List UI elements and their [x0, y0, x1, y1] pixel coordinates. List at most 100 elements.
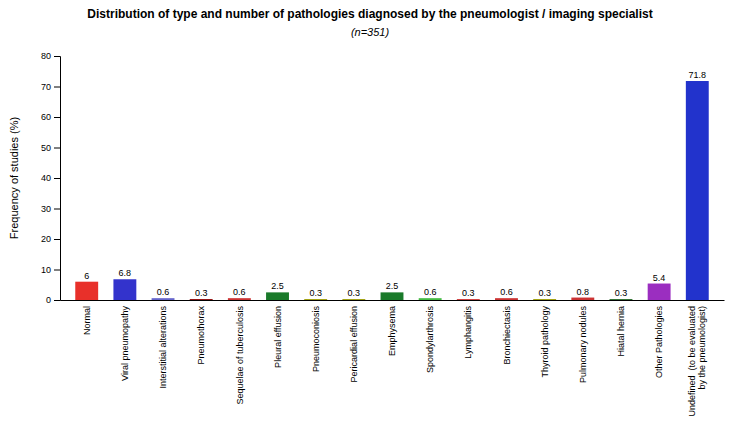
x-tick: Interstitial alterations [158, 306, 168, 389]
y-axis-title: Frequency of studies (%) [8, 117, 20, 239]
data-labels: 66.80.60.30.62.50.30.32.50.60.30.60.30.8… [84, 70, 706, 298]
chart-container: Distribution of type and number of patho… [0, 0, 740, 429]
plot-area: 01020304050607080NormalViral pneumopathy… [8, 51, 725, 416]
x-tick: Normal [82, 306, 92, 335]
data-label: 6.8 [119, 268, 132, 278]
x-tick-label-line: by the pneumologist) [697, 306, 707, 390]
data-label: 2.5 [271, 281, 284, 291]
data-label: 0.3 [195, 288, 208, 298]
y-tick-label: 30 [41, 204, 51, 214]
x-tick-label: Spondylarthrosis [425, 306, 435, 374]
data-label: 2.5 [386, 281, 399, 291]
x-tick-label-line: Bronchiectasis [502, 306, 512, 365]
x-tick-label: Lymphangitis [463, 306, 473, 359]
y-tick-label: 40 [41, 173, 51, 183]
data-label: 0.6 [500, 287, 513, 297]
x-tick: Pneumoconiosis [311, 306, 321, 373]
y-tick-label: 20 [41, 234, 51, 244]
y-tick: 10 [41, 265, 60, 275]
y-tick: 30 [41, 204, 60, 214]
x-tick-label-line: Sequelae of tuberculosis [235, 306, 245, 405]
chart-subtitle: (n=351) [351, 26, 390, 38]
bar [571, 298, 594, 300]
data-label: 6 [84, 271, 89, 281]
bar [342, 299, 365, 300]
bar [381, 292, 404, 300]
x-tick: Undefined (to be evaluatedby the pneumol… [687, 306, 707, 417]
x-tick-label: Pneumothorax [196, 306, 206, 365]
x-tick-label-line: Thyroid pathology [540, 306, 550, 378]
x-tick-label-line: Hiatal hernia [616, 306, 626, 357]
x-tick-label-line: Viral pneumopathy [120, 306, 130, 381]
x-tick-label: Pericardial effusion [349, 306, 359, 382]
data-label: 5.4 [653, 273, 666, 283]
x-tick: Other Pathologies [654, 306, 664, 379]
y-tick-mark [54, 148, 60, 149]
x-tick: Thyroid pathology [540, 306, 550, 378]
chart-svg: Distribution of type and number of patho… [0, 0, 740, 429]
y-tick-mark [54, 178, 60, 179]
x-tick-label-line: Pneumoconiosis [311, 306, 321, 373]
x-axis-line [61, 300, 725, 301]
x-tick-label: Pulmonary nodules [578, 306, 588, 384]
data-label: 71.8 [689, 70, 707, 80]
bar [152, 298, 175, 300]
data-label: 0.3 [462, 288, 475, 298]
y-tick-label: 80 [41, 51, 51, 61]
bar [266, 292, 289, 300]
y-tick-mark [54, 239, 60, 240]
x-tick: Spondylarthrosis [425, 306, 435, 374]
y-tick-mark [54, 56, 60, 57]
y-tick-mark [54, 87, 60, 88]
y-tick: 20 [41, 234, 60, 244]
chart-title: Distribution of type and number of patho… [87, 7, 652, 21]
y-tick-label: 70 [41, 82, 51, 92]
data-label: 0.8 [577, 287, 590, 297]
y-tick: 80 [41, 51, 60, 61]
y-tick: 40 [41, 173, 60, 183]
x-tick: Lymphangitis [463, 306, 473, 359]
x-tick: Sequelae of tuberculosis [235, 306, 245, 405]
x-tick-label-line: Lymphangitis [463, 306, 473, 359]
x-tick-label-line: Other Pathologies [654, 306, 664, 379]
x-tick-label-line: Pleural effusion [273, 306, 283, 368]
x-tick-label: Interstitial alterations [158, 306, 168, 389]
data-label: 0.3 [348, 288, 361, 298]
x-tick-label-line: Normal [82, 306, 92, 335]
y-tick-mark [54, 300, 60, 301]
data-label: 0.6 [157, 287, 170, 297]
x-tick-label: Normal [82, 306, 92, 335]
x-tick-label: Bronchiectasis [502, 306, 512, 365]
x-tick-label: Pleural effusion [273, 306, 283, 368]
y-tick: 0 [46, 295, 60, 305]
y-tick-mark [54, 117, 60, 118]
x-tick-label-line: Interstitial alterations [158, 306, 168, 389]
bar [190, 299, 213, 300]
x-tick-label: Pneumoconiosis [311, 306, 321, 373]
x-tick-label-line: Undefined (to be evaluated [687, 306, 697, 417]
bar [304, 299, 327, 300]
x-tick-label-line: Spondylarthrosis [425, 306, 435, 374]
bar [495, 298, 518, 300]
bar [113, 279, 136, 300]
bar [419, 298, 442, 300]
x-tick-label: Hiatal hernia [616, 306, 626, 357]
x-tick: Hiatal hernia [616, 306, 626, 357]
x-tick-label-line: Pneumothorax [196, 306, 206, 365]
bar [686, 81, 709, 300]
x-tick-label: Other Pathologies [654, 306, 664, 379]
data-label: 0.3 [538, 288, 551, 298]
data-label: 0.6 [424, 287, 437, 297]
y-tick-label: 50 [41, 143, 51, 153]
y-tick: 50 [41, 143, 60, 153]
bar [533, 299, 556, 300]
x-tick-label: Viral pneumopathy [120, 306, 130, 381]
x-tick: Pneumothorax [196, 306, 206, 365]
bar [75, 282, 98, 300]
x-tick-label-line: Emphysema [387, 306, 397, 356]
data-label: 0.3 [615, 288, 628, 298]
y-tick-label: 10 [41, 265, 51, 275]
x-tick-label: Thyroid pathology [540, 306, 550, 378]
x-tick: Viral pneumopathy [120, 306, 130, 381]
x-tick-label-line: Pulmonary nodules [578, 306, 588, 384]
